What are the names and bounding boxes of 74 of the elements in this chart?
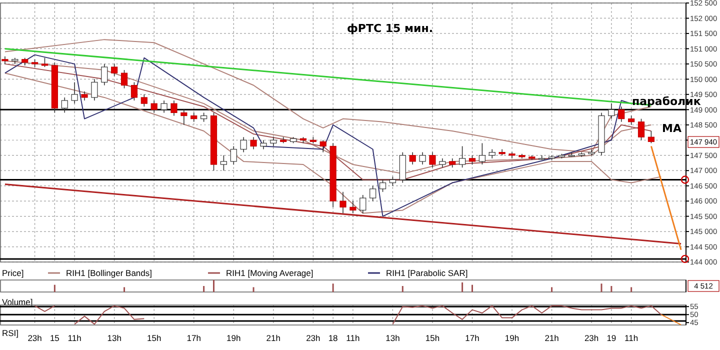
candlestick xyxy=(41,57,48,68)
candlestick xyxy=(170,100,178,116)
legend-label: RIH1 [Parabolic SAR] xyxy=(386,268,468,278)
candlestick xyxy=(61,97,68,114)
candlestick xyxy=(180,109,188,126)
candlestick xyxy=(160,100,168,114)
x-tick-label: 17h xyxy=(186,333,202,343)
x-tick-label: 15 xyxy=(50,333,60,343)
candlestick xyxy=(370,185,376,202)
text: RSI] xyxy=(2,328,19,338)
x-tick-label: 11h xyxy=(624,333,638,343)
legend-label: RIH1 [Bollinger Bands] xyxy=(66,268,152,278)
candlestick xyxy=(379,179,386,192)
candlestick xyxy=(350,200,356,214)
candlestick xyxy=(628,115,635,126)
candlestick xyxy=(638,118,645,141)
candlestick xyxy=(2,56,8,64)
x-tick-label: 11h xyxy=(346,333,360,343)
x-tick-label: 18 xyxy=(328,333,338,343)
x-tick-label: 19 xyxy=(606,333,616,343)
x-tick-label: 23h xyxy=(306,333,321,343)
line-series xyxy=(4,54,632,217)
candlestick xyxy=(389,176,396,186)
candlestick xyxy=(71,82,78,104)
x-tick-label: 13h xyxy=(386,333,400,343)
candlestick xyxy=(618,106,625,122)
candlestick xyxy=(459,146,466,168)
candlestick xyxy=(260,140,267,150)
x-tick-label: 15h xyxy=(147,333,162,343)
line-series xyxy=(74,305,145,325)
annotation: MA xyxy=(662,122,682,135)
candlestick xyxy=(409,152,416,165)
candlestick xyxy=(240,136,247,153)
candlestick xyxy=(111,64,118,77)
legend-label: RIH1 [Moving Average] xyxy=(226,268,314,278)
candlestick xyxy=(91,78,98,101)
x-tick-label: 17h xyxy=(465,333,480,343)
candlestick xyxy=(340,192,346,214)
x-tick-label: 13h xyxy=(107,333,122,343)
candlestick xyxy=(320,140,326,153)
candlestick xyxy=(449,158,456,168)
candlestick xyxy=(648,130,655,144)
candlestick xyxy=(150,100,158,114)
line-series xyxy=(392,305,662,325)
candlestick xyxy=(478,142,486,165)
x-tick-label: 23h xyxy=(584,333,599,343)
candlestick xyxy=(230,146,237,165)
candlestick xyxy=(130,82,138,101)
candlestick xyxy=(250,136,257,150)
candlestick xyxy=(190,112,198,122)
x-tick-label: 21h xyxy=(544,333,560,343)
candlestick xyxy=(468,154,476,165)
candlestick xyxy=(81,90,88,101)
x-tick-label: 23h xyxy=(28,333,42,343)
candlestick xyxy=(120,70,128,89)
candlestick xyxy=(200,112,208,122)
annotation: Volume] xyxy=(2,296,33,307)
text: Price] xyxy=(2,268,24,278)
x-tick-label: 11h xyxy=(68,333,82,343)
candlestick xyxy=(439,158,446,168)
candlestick xyxy=(608,103,615,120)
candlestick xyxy=(419,152,426,165)
x-tick-label: 19h xyxy=(504,333,520,343)
candlestick xyxy=(140,94,148,107)
candlestick xyxy=(101,64,108,86)
x-tick-label: 15h xyxy=(425,333,440,343)
x-tick-label: 19h xyxy=(226,333,241,343)
candlestick xyxy=(488,148,496,159)
text: фРТС 15 мин. xyxy=(347,22,433,35)
candlestick xyxy=(220,154,227,171)
x-tick-label: 21h xyxy=(266,333,281,343)
candlestick xyxy=(429,152,436,168)
candlestick xyxy=(360,194,366,214)
candlestick xyxy=(270,136,277,147)
